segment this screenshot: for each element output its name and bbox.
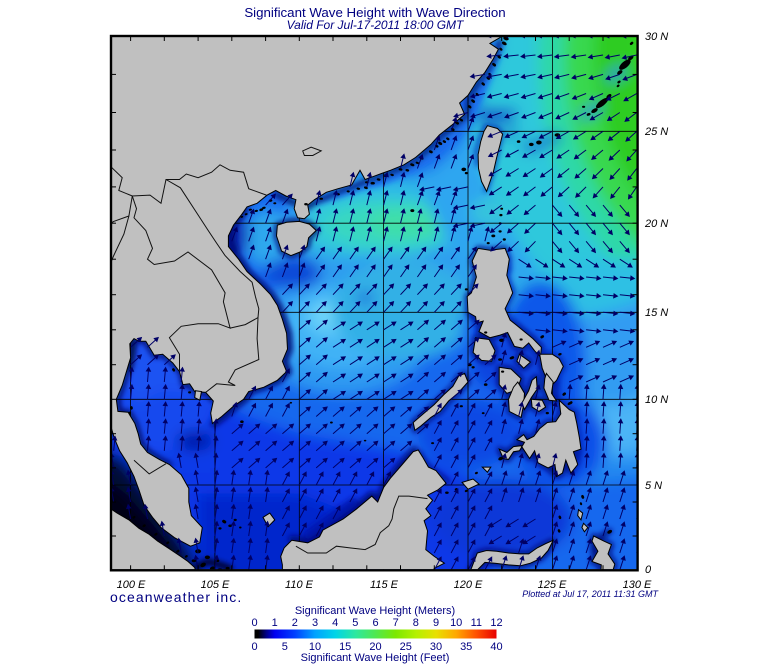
svg-text:5: 5 — [282, 641, 288, 653]
svg-text:3: 3 — [312, 617, 318, 629]
svg-text:15: 15 — [339, 641, 351, 653]
svg-text:10: 10 — [309, 641, 321, 653]
svg-text:35: 35 — [460, 641, 472, 653]
svg-text:1: 1 — [272, 617, 278, 629]
svg-text:4: 4 — [332, 617, 338, 629]
svg-text:8: 8 — [413, 617, 419, 629]
svg-text:25 N: 25 N — [644, 126, 668, 138]
svg-text:Plotted at Jul 17, 2011 11:31: Plotted at Jul 17, 2011 11:31 GMT — [522, 589, 659, 599]
svg-text:9: 9 — [433, 617, 439, 629]
svg-text:12: 12 — [490, 617, 502, 629]
svg-text:110 E: 110 E — [285, 579, 314, 591]
svg-text:2: 2 — [292, 617, 298, 629]
svg-text:30: 30 — [430, 641, 442, 653]
svg-text:40: 40 — [490, 641, 502, 653]
svg-text:Significant Wave Height (Meter: Significant Wave Height (Meters) — [295, 605, 455, 617]
svg-text:11: 11 — [471, 617, 482, 629]
svg-text:115 E: 115 E — [370, 579, 399, 591]
svg-text:130 E: 130 E — [623, 579, 652, 591]
svg-text:105 E: 105 E — [201, 579, 230, 591]
svg-text:0: 0 — [251, 641, 257, 653]
svg-text:Significant Wave Height with W: Significant Wave Height with Wave Direct… — [244, 5, 505, 20]
svg-text:7: 7 — [393, 617, 399, 629]
svg-text:10: 10 — [450, 617, 462, 629]
svg-text:5 N: 5 N — [645, 480, 662, 492]
svg-text:125 E: 125 E — [538, 579, 567, 591]
svg-text:30 N: 30 N — [645, 31, 668, 43]
svg-text:100 E: 100 E — [117, 579, 146, 591]
svg-text:oceanweather inc.: oceanweather inc. — [110, 589, 242, 605]
svg-text:Significant Wave Height (Feet): Significant Wave Height (Feet) — [301, 652, 450, 664]
svg-text:20 N: 20 N — [644, 218, 668, 230]
svg-text:Valid For Jul-17-2011 18:00 GM: Valid For Jul-17-2011 18:00 GMT — [287, 18, 465, 32]
svg-text:15 N: 15 N — [645, 307, 668, 319]
svg-text:6: 6 — [372, 617, 378, 629]
svg-text:25: 25 — [400, 641, 412, 653]
svg-text:20: 20 — [369, 641, 381, 653]
svg-text:5: 5 — [352, 617, 358, 629]
svg-text:120 E: 120 E — [454, 579, 483, 591]
svg-text:0: 0 — [251, 617, 257, 629]
svg-text:0: 0 — [645, 564, 652, 576]
svg-text:10 N: 10 N — [645, 394, 668, 406]
